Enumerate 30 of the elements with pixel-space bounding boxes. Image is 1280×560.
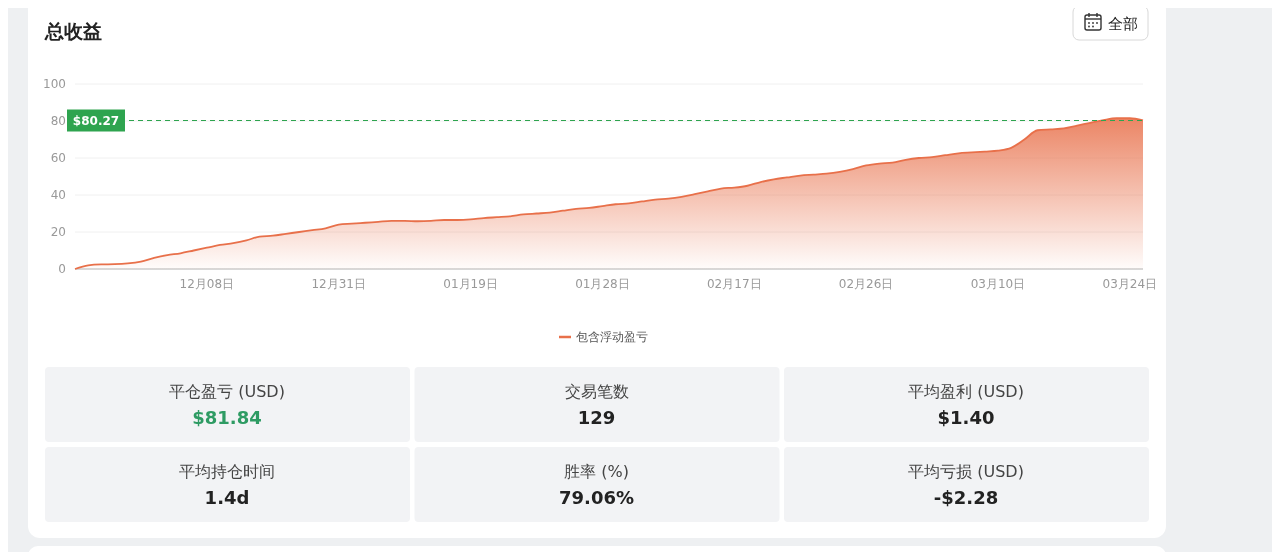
chart-title: 总收益: [44, 20, 102, 42]
text: 平均亏损 (USD): [908, 462, 1024, 481]
text: 胜率 (%): [564, 462, 629, 481]
x-tick-label: 01月28日: [575, 277, 630, 291]
text: 平均盈利 (USD): [908, 382, 1024, 401]
x-tick-label: 03月24日: [1102, 277, 1158, 291]
y-tick-label: 60: [50, 151, 66, 165]
text: -$2.28: [933, 487, 999, 508]
text: 129: [577, 407, 616, 428]
text: 79.06%: [559, 487, 634, 508]
y-tick-label: 20: [50, 225, 66, 239]
text: 交易笔数: [564, 382, 629, 401]
x-tick-label: 12月08日: [179, 277, 235, 291]
x-tick-label: 03月10日: [970, 277, 1026, 291]
y-tick-label: 40: [50, 188, 66, 202]
text: 平仓盈亏 (USD): [169, 382, 285, 401]
text: $1.40: [937, 407, 995, 428]
ref-line-label: $80.27: [72, 114, 120, 128]
text: 全部: [1108, 15, 1138, 33]
y-tick-label: 100: [43, 77, 66, 91]
text: $81.84: [192, 407, 262, 428]
text: 1.4d: [204, 487, 250, 508]
legend-label: 包含浮动盈亏: [576, 330, 648, 344]
y-tick-label: 0: [58, 262, 66, 276]
text: 平均持仓时间: [179, 462, 275, 481]
x-tick-label: 12月31日: [311, 277, 366, 291]
x-tick-label: 02月17日: [706, 277, 762, 291]
x-tick-label: 02月26日: [838, 277, 894, 291]
x-tick-label: 01月19日: [443, 277, 498, 291]
y-tick-label: 80: [50, 114, 66, 128]
